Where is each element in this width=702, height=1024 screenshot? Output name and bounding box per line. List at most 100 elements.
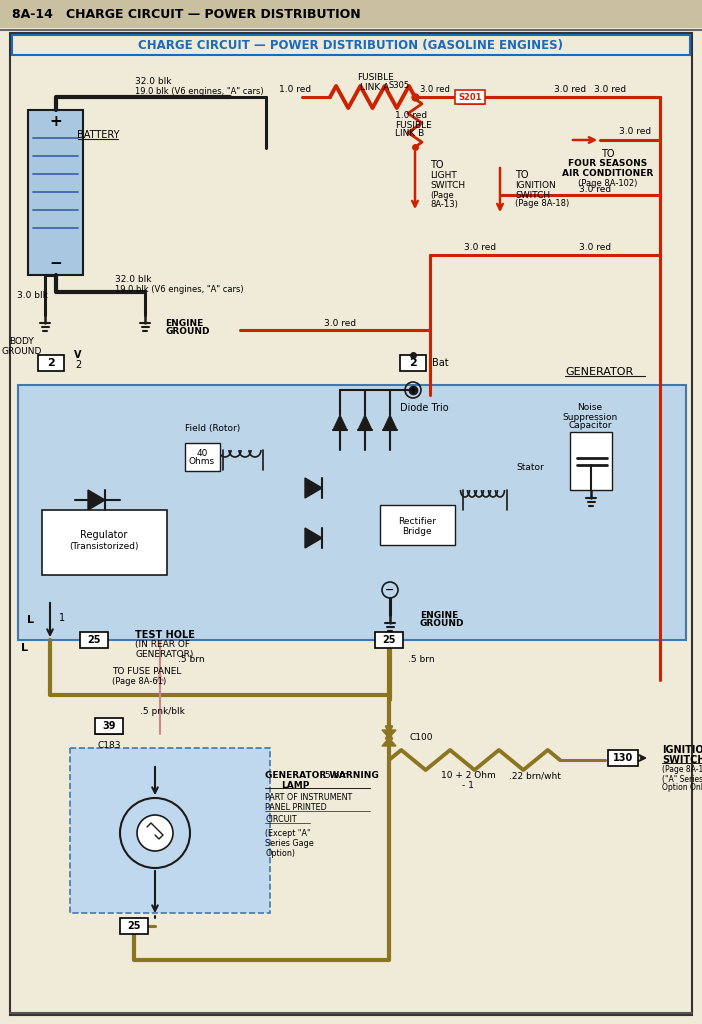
- Text: 32.0 blk: 32.0 blk: [135, 78, 171, 86]
- Text: Noise: Noise: [578, 403, 602, 413]
- Text: 8A-13): 8A-13): [430, 201, 458, 210]
- Text: 19.0 blk (V6 engines, "A" cars): 19.0 blk (V6 engines, "A" cars): [115, 285, 244, 294]
- Text: Option): Option): [265, 849, 295, 857]
- Text: C100: C100: [410, 733, 434, 742]
- Text: - 1: - 1: [462, 781, 474, 791]
- Text: Stator: Stator: [516, 464, 544, 472]
- Polygon shape: [382, 730, 396, 738]
- Text: +: +: [409, 385, 417, 395]
- Circle shape: [120, 798, 190, 868]
- Polygon shape: [88, 490, 105, 510]
- Text: 3.0 red: 3.0 red: [579, 244, 611, 253]
- Text: CHARGE CIRCUIT — POWER DISTRIBUTION (GASOLINE ENGINES): CHARGE CIRCUIT — POWER DISTRIBUTION (GAS…: [138, 39, 562, 51]
- Bar: [80, 632, 108, 648]
- Text: LAMP: LAMP: [281, 781, 309, 791]
- Text: GROUND: GROUND: [2, 346, 42, 355]
- Text: ("A" Series Gage: ("A" Series Gage: [662, 774, 702, 783]
- Bar: [0, 0, 702, 28]
- Text: .5 brn: .5 brn: [322, 770, 348, 779]
- Text: 3.0 red: 3.0 red: [554, 85, 586, 94]
- Text: ENGINE: ENGINE: [165, 318, 204, 328]
- Text: TO FUSE PANEL: TO FUSE PANEL: [112, 668, 181, 677]
- Text: GROUND: GROUND: [165, 328, 209, 337]
- Text: 2: 2: [75, 360, 81, 370]
- Text: Rectifier: Rectifier: [398, 516, 436, 525]
- Text: Field (Rotor): Field (Rotor): [185, 424, 241, 432]
- Text: AIR CONDITIONER: AIR CONDITIONER: [562, 170, 654, 178]
- Text: (IN REAR OF: (IN REAR OF: [135, 640, 190, 649]
- Text: TO: TO: [601, 150, 615, 159]
- Bar: [455, 90, 485, 104]
- Text: 1.0 red: 1.0 red: [279, 85, 311, 94]
- Text: 1.0 red: 1.0 red: [395, 111, 427, 120]
- Polygon shape: [305, 528, 322, 548]
- Polygon shape: [333, 415, 347, 430]
- Text: (Page 8A-102): (Page 8A-102): [578, 179, 637, 188]
- Text: Ohms: Ohms: [189, 458, 215, 467]
- Text: Diode Trio: Diode Trio: [400, 403, 449, 413]
- Bar: [95, 718, 123, 734]
- Text: Option Only): Option Only): [662, 783, 702, 793]
- Text: Regulator: Regulator: [80, 530, 128, 540]
- Text: V: V: [74, 350, 81, 360]
- Text: 32.0 blk: 32.0 blk: [115, 275, 152, 285]
- Text: GROUND: GROUND: [420, 620, 465, 629]
- Text: CIRCUIT: CIRCUIT: [265, 815, 297, 824]
- Text: 3.0 blk: 3.0 blk: [17, 291, 48, 299]
- Text: PANEL PRINTED: PANEL PRINTED: [265, 804, 326, 812]
- Text: SWITCH: SWITCH: [662, 755, 702, 765]
- Text: ENGINE: ENGINE: [420, 610, 458, 620]
- Text: IGNITION: IGNITION: [515, 180, 556, 189]
- Text: (Page: (Page: [430, 191, 453, 201]
- Bar: [570, 432, 612, 490]
- Bar: [42, 510, 167, 575]
- Text: .5 brn: .5 brn: [408, 655, 435, 665]
- Text: GENERATOR: GENERATOR: [565, 367, 633, 377]
- Circle shape: [137, 815, 173, 851]
- Text: Bridge: Bridge: [402, 526, 432, 536]
- Text: LINK B: LINK B: [395, 129, 424, 138]
- Text: FUSIBLE: FUSIBLE: [395, 121, 432, 129]
- Text: 3.0 red: 3.0 red: [579, 185, 611, 195]
- Text: −: −: [385, 585, 395, 595]
- Text: 130: 130: [613, 753, 633, 763]
- Polygon shape: [305, 478, 322, 498]
- Polygon shape: [383, 415, 397, 430]
- Text: LINK A: LINK A: [360, 83, 390, 91]
- Bar: [185, 443, 220, 471]
- Text: 3.0 red: 3.0 red: [619, 128, 651, 136]
- Text: IGNITION: IGNITION: [662, 745, 702, 755]
- Text: 19.0 blk (V6 engines, "A" cars): 19.0 blk (V6 engines, "A" cars): [135, 86, 264, 95]
- Bar: [375, 632, 403, 648]
- Text: 3.0 red: 3.0 red: [420, 85, 450, 94]
- Bar: [18, 385, 686, 640]
- Text: .5 pnk/blk: .5 pnk/blk: [140, 708, 185, 717]
- Text: (Page 8A-61): (Page 8A-61): [112, 678, 166, 686]
- Text: 3.0 red: 3.0 red: [594, 85, 626, 94]
- Text: 25: 25: [87, 635, 101, 645]
- Text: 25: 25: [383, 635, 396, 645]
- Text: GENERATOR WARNING: GENERATOR WARNING: [265, 771, 379, 780]
- Text: BODY: BODY: [10, 338, 34, 346]
- Text: L: L: [22, 643, 29, 653]
- Text: 25: 25: [127, 921, 140, 931]
- Text: C183: C183: [98, 741, 121, 751]
- Bar: [28, 110, 83, 275]
- Text: S201: S201: [458, 92, 482, 101]
- Text: FUSIBLE: FUSIBLE: [357, 74, 393, 83]
- Text: +: +: [49, 115, 62, 129]
- Text: TO: TO: [430, 160, 444, 170]
- Text: LIGHT: LIGHT: [430, 171, 457, 179]
- Text: S305: S305: [389, 82, 410, 90]
- Bar: [70, 748, 270, 913]
- Bar: [400, 355, 426, 371]
- Text: BATTERY: BATTERY: [77, 130, 120, 140]
- Text: 39: 39: [102, 721, 116, 731]
- Text: PART OF INSTRUMENT: PART OF INSTRUMENT: [265, 794, 352, 803]
- Text: (Page 8A-18): (Page 8A-18): [662, 766, 702, 774]
- Text: .5 brn: .5 brn: [178, 655, 204, 665]
- Text: (Page 8A-18): (Page 8A-18): [515, 200, 569, 209]
- Polygon shape: [358, 415, 372, 430]
- Text: (Transistorized): (Transistorized): [69, 542, 139, 551]
- Text: TO: TO: [515, 170, 529, 180]
